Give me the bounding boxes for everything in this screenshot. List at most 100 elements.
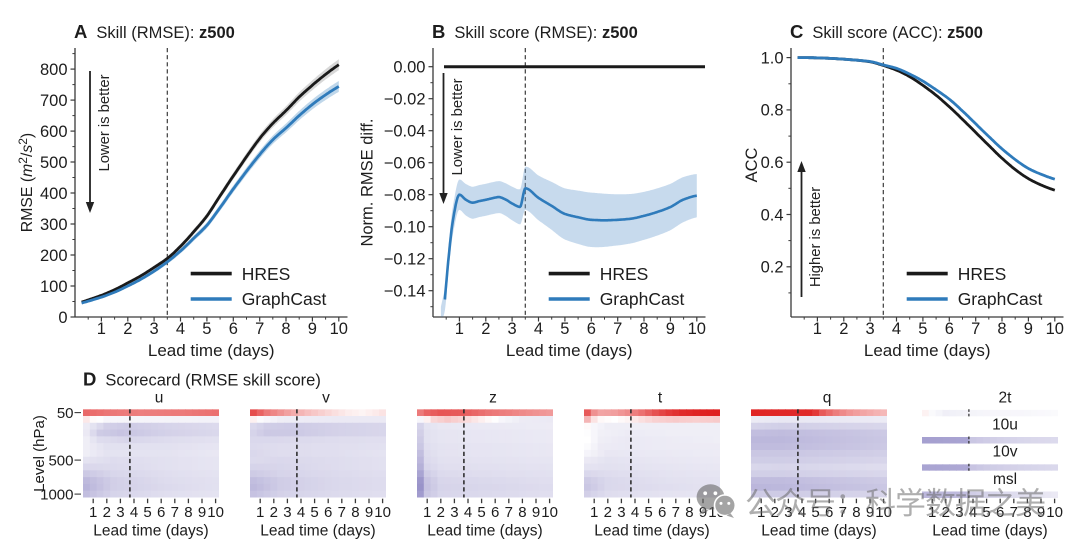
- svg-text:3: 3: [450, 504, 458, 521]
- svg-text:300: 300: [40, 216, 68, 234]
- svg-text:0.4: 0.4: [761, 206, 784, 224]
- svg-text:HRES: HRES: [958, 264, 1007, 284]
- svg-text:10: 10: [1046, 320, 1064, 338]
- svg-text:2: 2: [270, 504, 278, 521]
- svg-text:3: 3: [116, 504, 124, 521]
- svg-text:10v: 10v: [993, 444, 1018, 461]
- svg-text:−0.12: −0.12: [384, 251, 426, 269]
- svg-text:−0.06: −0.06: [384, 155, 426, 173]
- svg-text:6: 6: [229, 320, 238, 338]
- svg-text:10: 10: [330, 320, 348, 338]
- svg-text:1: 1: [89, 504, 97, 521]
- svg-text:5: 5: [918, 320, 927, 338]
- svg-text:1: 1: [813, 320, 822, 338]
- svg-text:v: v: [322, 390, 330, 407]
- svg-text:9: 9: [365, 504, 373, 521]
- svg-text:9: 9: [532, 504, 540, 521]
- svg-text:3: 3: [784, 504, 792, 521]
- svg-text:8: 8: [639, 320, 648, 338]
- svg-text:Higher is better: Higher is better: [808, 187, 824, 287]
- svg-text:100: 100: [40, 278, 68, 296]
- svg-text:10: 10: [541, 504, 558, 521]
- svg-text:5: 5: [143, 504, 151, 521]
- svg-text:Lead time (days): Lead time (days): [93, 523, 208, 540]
- svg-text:HRES: HRES: [242, 264, 291, 284]
- svg-text:Lead time (days): Lead time (days): [148, 341, 275, 360]
- svg-text:50: 50: [57, 405, 74, 422]
- svg-text:7: 7: [613, 320, 622, 338]
- svg-text:Lead time (days): Lead time (days): [864, 341, 991, 360]
- svg-text:0.8: 0.8: [761, 102, 784, 120]
- svg-text:5: 5: [982, 504, 990, 521]
- svg-text:7: 7: [971, 320, 980, 338]
- svg-text:4: 4: [464, 504, 472, 521]
- svg-text:2: 2: [604, 504, 612, 521]
- svg-text:5: 5: [560, 320, 569, 338]
- svg-text:3: 3: [955, 504, 963, 521]
- svg-text:−0.04: −0.04: [384, 123, 426, 141]
- svg-text:6: 6: [324, 504, 332, 521]
- svg-text:9: 9: [198, 504, 206, 521]
- svg-text:7: 7: [505, 504, 513, 521]
- svg-text:GraphCast: GraphCast: [958, 289, 1043, 309]
- svg-text:GraphCast: GraphCast: [242, 289, 327, 309]
- svg-text:5: 5: [202, 320, 211, 338]
- svg-text:9: 9: [1037, 504, 1045, 521]
- svg-text:4: 4: [969, 504, 977, 521]
- svg-text:2: 2: [771, 504, 779, 521]
- svg-text:6: 6: [157, 504, 165, 521]
- svg-text:8: 8: [351, 504, 359, 521]
- svg-text:500: 500: [48, 452, 73, 469]
- svg-text:HRES: HRES: [600, 264, 649, 284]
- svg-text:1: 1: [455, 320, 464, 338]
- svg-text:600: 600: [40, 123, 68, 141]
- svg-text:Lead time (days): Lead time (days): [506, 341, 633, 360]
- svg-text:4: 4: [892, 320, 901, 338]
- svg-text:7: 7: [171, 504, 179, 521]
- svg-text:Lead time (days): Lead time (days): [260, 523, 375, 540]
- svg-text:3: 3: [617, 504, 625, 521]
- svg-text:2: 2: [942, 504, 950, 521]
- svg-text:8: 8: [184, 504, 192, 521]
- svg-text:Lead time (days): Lead time (days): [427, 523, 542, 540]
- svg-text:2: 2: [437, 504, 445, 521]
- svg-text:200: 200: [40, 247, 68, 265]
- svg-text:4: 4: [798, 504, 806, 521]
- svg-text:1.0: 1.0: [761, 49, 784, 67]
- svg-text:msl: msl: [993, 471, 1017, 488]
- svg-text:0.2: 0.2: [761, 259, 784, 277]
- svg-text:4: 4: [176, 320, 185, 338]
- svg-text:5: 5: [811, 504, 819, 521]
- svg-text:Lower is better: Lower is better: [97, 74, 113, 171]
- svg-text:5: 5: [644, 504, 652, 521]
- svg-text:−0.14: −0.14: [384, 283, 426, 301]
- svg-text:−0.02: −0.02: [384, 91, 426, 109]
- svg-text:7: 7: [255, 320, 264, 338]
- svg-text:Level (hPa): Level (hPa): [31, 415, 48, 492]
- svg-text:−0.10: −0.10: [384, 219, 426, 237]
- svg-text:7: 7: [338, 504, 346, 521]
- svg-text:0: 0: [58, 309, 67, 327]
- svg-text:3: 3: [283, 504, 291, 521]
- svg-text:t: t: [658, 390, 663, 407]
- svg-text:GraphCast: GraphCast: [600, 289, 685, 309]
- svg-text:−0.08: −0.08: [384, 187, 426, 205]
- svg-text:2t: 2t: [999, 389, 1013, 406]
- svg-text:4: 4: [631, 504, 639, 521]
- svg-text:500: 500: [40, 154, 68, 172]
- svg-text:1: 1: [590, 504, 598, 521]
- svg-text:0.00: 0.00: [393, 59, 425, 77]
- svg-text:8: 8: [518, 504, 526, 521]
- svg-text:Norm. RMSE diff.: Norm. RMSE diff.: [359, 118, 377, 246]
- svg-text:6: 6: [825, 504, 833, 521]
- svg-text:4: 4: [534, 320, 543, 338]
- svg-text:0.6: 0.6: [761, 154, 784, 172]
- svg-text:Lead time (days): Lead time (days): [932, 523, 1047, 540]
- svg-text:3: 3: [866, 320, 875, 338]
- svg-text:1: 1: [423, 504, 431, 521]
- svg-text:6: 6: [945, 320, 954, 338]
- svg-text:10: 10: [207, 504, 224, 521]
